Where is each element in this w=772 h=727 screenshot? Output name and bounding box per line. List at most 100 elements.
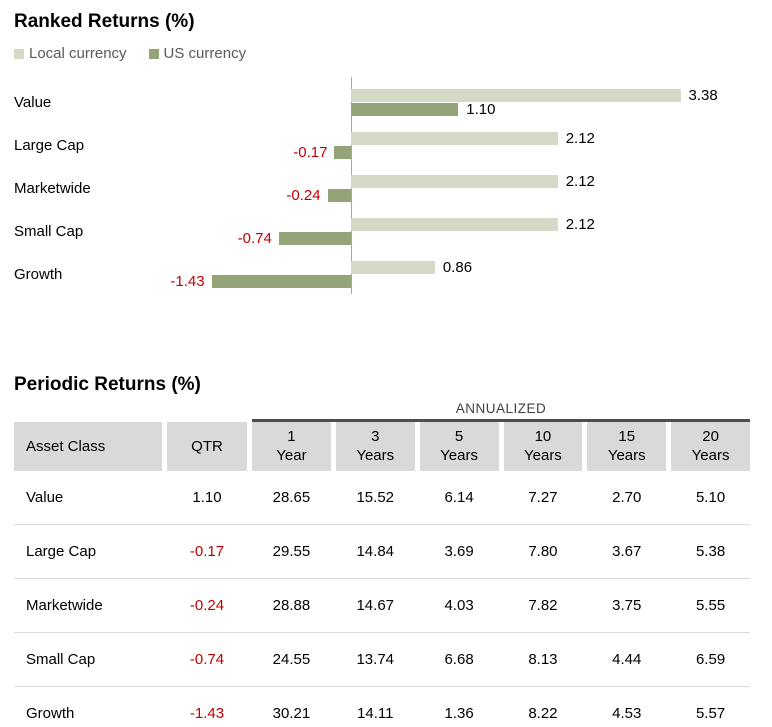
column-header-line: 1 [287, 428, 296, 445]
table-row: Large Cap -0.17 29.55 14.84 3.69 7.80 3.67 5.38 [14, 525, 750, 579]
bar-us-currency [211, 275, 351, 288]
asset-class-cell: Small Cap [26, 650, 96, 668]
ranked-returns-title: Ranked Returns (%) [14, 11, 195, 32]
legend-item: US currency [148, 45, 247, 62]
value-cell: 5.10 [695, 488, 726, 506]
value-cell: 2.70 [612, 488, 642, 506]
value-cell: 6.14 [444, 488, 474, 506]
bar-local-currency [351, 261, 435, 274]
annualized-rule [252, 419, 750, 422]
column-header-line: Year [276, 447, 307, 464]
column-header-line: 3 [371, 428, 380, 445]
ranked-returns-section: Ranked Returns (%) Local currency US curr… [14, 10, 758, 295]
table-row: Value 1.10 28.65 15.52 6.14 7.27 2.70 5.10 [14, 471, 750, 525]
chart-category-label: Marketwide [14, 180, 91, 197]
table-row: Small Cap -0.74 24.55 13.74 6.68 8.13 4.44 6.59 [14, 633, 750, 687]
value-cell: 7.82 [528, 596, 558, 614]
value-cell: 6.68 [444, 650, 474, 668]
value-cell: -1.43 [189, 704, 225, 722]
annualized-group: ANNUALIZED [252, 401, 750, 422]
value-cell: 4.53 [612, 704, 642, 722]
column-header-line: 5 [454, 428, 464, 445]
chart-category-label: Small Cap [14, 223, 84, 240]
value-cell: 13.74 [356, 650, 395, 668]
value-cell: 24.55 [272, 650, 311, 668]
column-header-10-years: 10 Years [503, 421, 583, 471]
column-header-5-years: 5 Years [419, 421, 499, 471]
bar-value-label: 3.38 [688, 87, 718, 104]
chart-category-label: Growth [14, 266, 63, 283]
legend-swatch-icon [148, 48, 159, 59]
bar-us-currency [278, 232, 351, 245]
value-cell: 1.36 [444, 704, 474, 722]
value-cell: 14.84 [356, 542, 395, 560]
value-cell: 30.21 [272, 704, 311, 722]
value-cell: 3.75 [612, 596, 642, 614]
value-cell: 4.03 [444, 596, 474, 614]
table-row: Marketwide -0.24 28.88 14.67 4.03 7.82 3.75 5.5… [14, 579, 750, 633]
bar-us-currency [351, 103, 459, 116]
column-header-qtr: QTR [167, 421, 247, 471]
bar-value-label: 1.10 [466, 101, 496, 118]
bar-value-label: -0.24 [286, 187, 321, 204]
chart-category-label: Large Cap [14, 137, 85, 154]
bar-local-currency [351, 175, 558, 188]
bar-value-label: -1.43 [170, 273, 205, 290]
bar-value-label: -0.74 [237, 230, 272, 247]
column-header-line: 20 [702, 428, 719, 445]
column-header-3-years: 3 Years [335, 421, 415, 471]
column-header-line: Years [607, 447, 646, 464]
bar-us-currency [327, 189, 351, 202]
bar-value-label: 2.12 [565, 130, 595, 147]
column-header-line: Years [524, 447, 562, 464]
column-header-15-years: 15 Years [587, 421, 667, 471]
column-header-line: Years [356, 447, 395, 464]
chart-category-label: Value [14, 94, 52, 111]
bar-local-currency [351, 218, 558, 231]
value-cell: 3.67 [612, 542, 642, 560]
legend-label: US currency [163, 45, 247, 62]
asset-class-cell: Value [26, 488, 64, 506]
value-cell: -0.24 [189, 596, 225, 614]
column-header-line: 15 [618, 428, 636, 445]
periodic-returns-title: Periodic Returns (%) [14, 374, 201, 395]
value-cell: 1.10 [192, 488, 222, 506]
legend-label: Local currency [29, 45, 127, 62]
value-cell: -0.17 [189, 542, 225, 560]
legend-swatch-icon [14, 48, 24, 59]
bar-value-label: 2.12 [565, 216, 595, 233]
bar-value-label: 2.12 [565, 173, 595, 190]
table-body: Value 1.10 28.65 15.52 6.14 7.27 2.70 5.10 Large… [14, 471, 758, 727]
value-cell: 28.65 [272, 488, 311, 506]
table-row: Growth -1.43 30.21 14.11 1.36 8.22 4.53 5.57 [14, 687, 750, 727]
value-cell: 15.52 [356, 488, 395, 506]
value-cell: 8.22 [528, 704, 558, 722]
value-cell: 14.67 [356, 596, 395, 614]
periodic-returns-section: Periodic Returns (%) ANNUALIZED Asset Cl… [14, 373, 758, 727]
bar-local-currency [351, 132, 558, 145]
value-cell: 7.80 [528, 542, 558, 560]
column-header-asset-class: Asset Class [14, 421, 162, 471]
column-header-line: 10 [534, 428, 552, 445]
annualized-label: ANNUALIZED [455, 401, 547, 416]
value-cell: 6.59 [695, 650, 726, 668]
column-header-line: Years [691, 447, 730, 464]
legend-item: Local currency [14, 46, 127, 61]
value-cell: 5.57 [695, 704, 726, 722]
value-cell: 5.38 [695, 542, 726, 560]
bar-value-label: -0.17 [293, 144, 328, 161]
column-header-line: Years [440, 447, 478, 464]
value-cell: 14.11 [357, 704, 394, 722]
column-header-1-year: 1 Year [252, 421, 331, 471]
bar-us-currency [334, 146, 351, 159]
bar-local-currency [351, 89, 681, 102]
asset-class-cell: Large Cap [26, 542, 97, 560]
value-cell: 29.55 [272, 542, 311, 560]
annualized-header: ANNUALIZED [14, 401, 750, 422]
bar-value-label: 0.86 [442, 259, 473, 276]
asset-class-cell: Growth [26, 704, 75, 722]
asset-class-cell: Marketwide [26, 596, 103, 614]
value-cell: 8.13 [528, 650, 558, 668]
table-header-row: Asset Class QTR 1 Year 3 Years 5 Years 10 Years 15… [14, 421, 750, 471]
